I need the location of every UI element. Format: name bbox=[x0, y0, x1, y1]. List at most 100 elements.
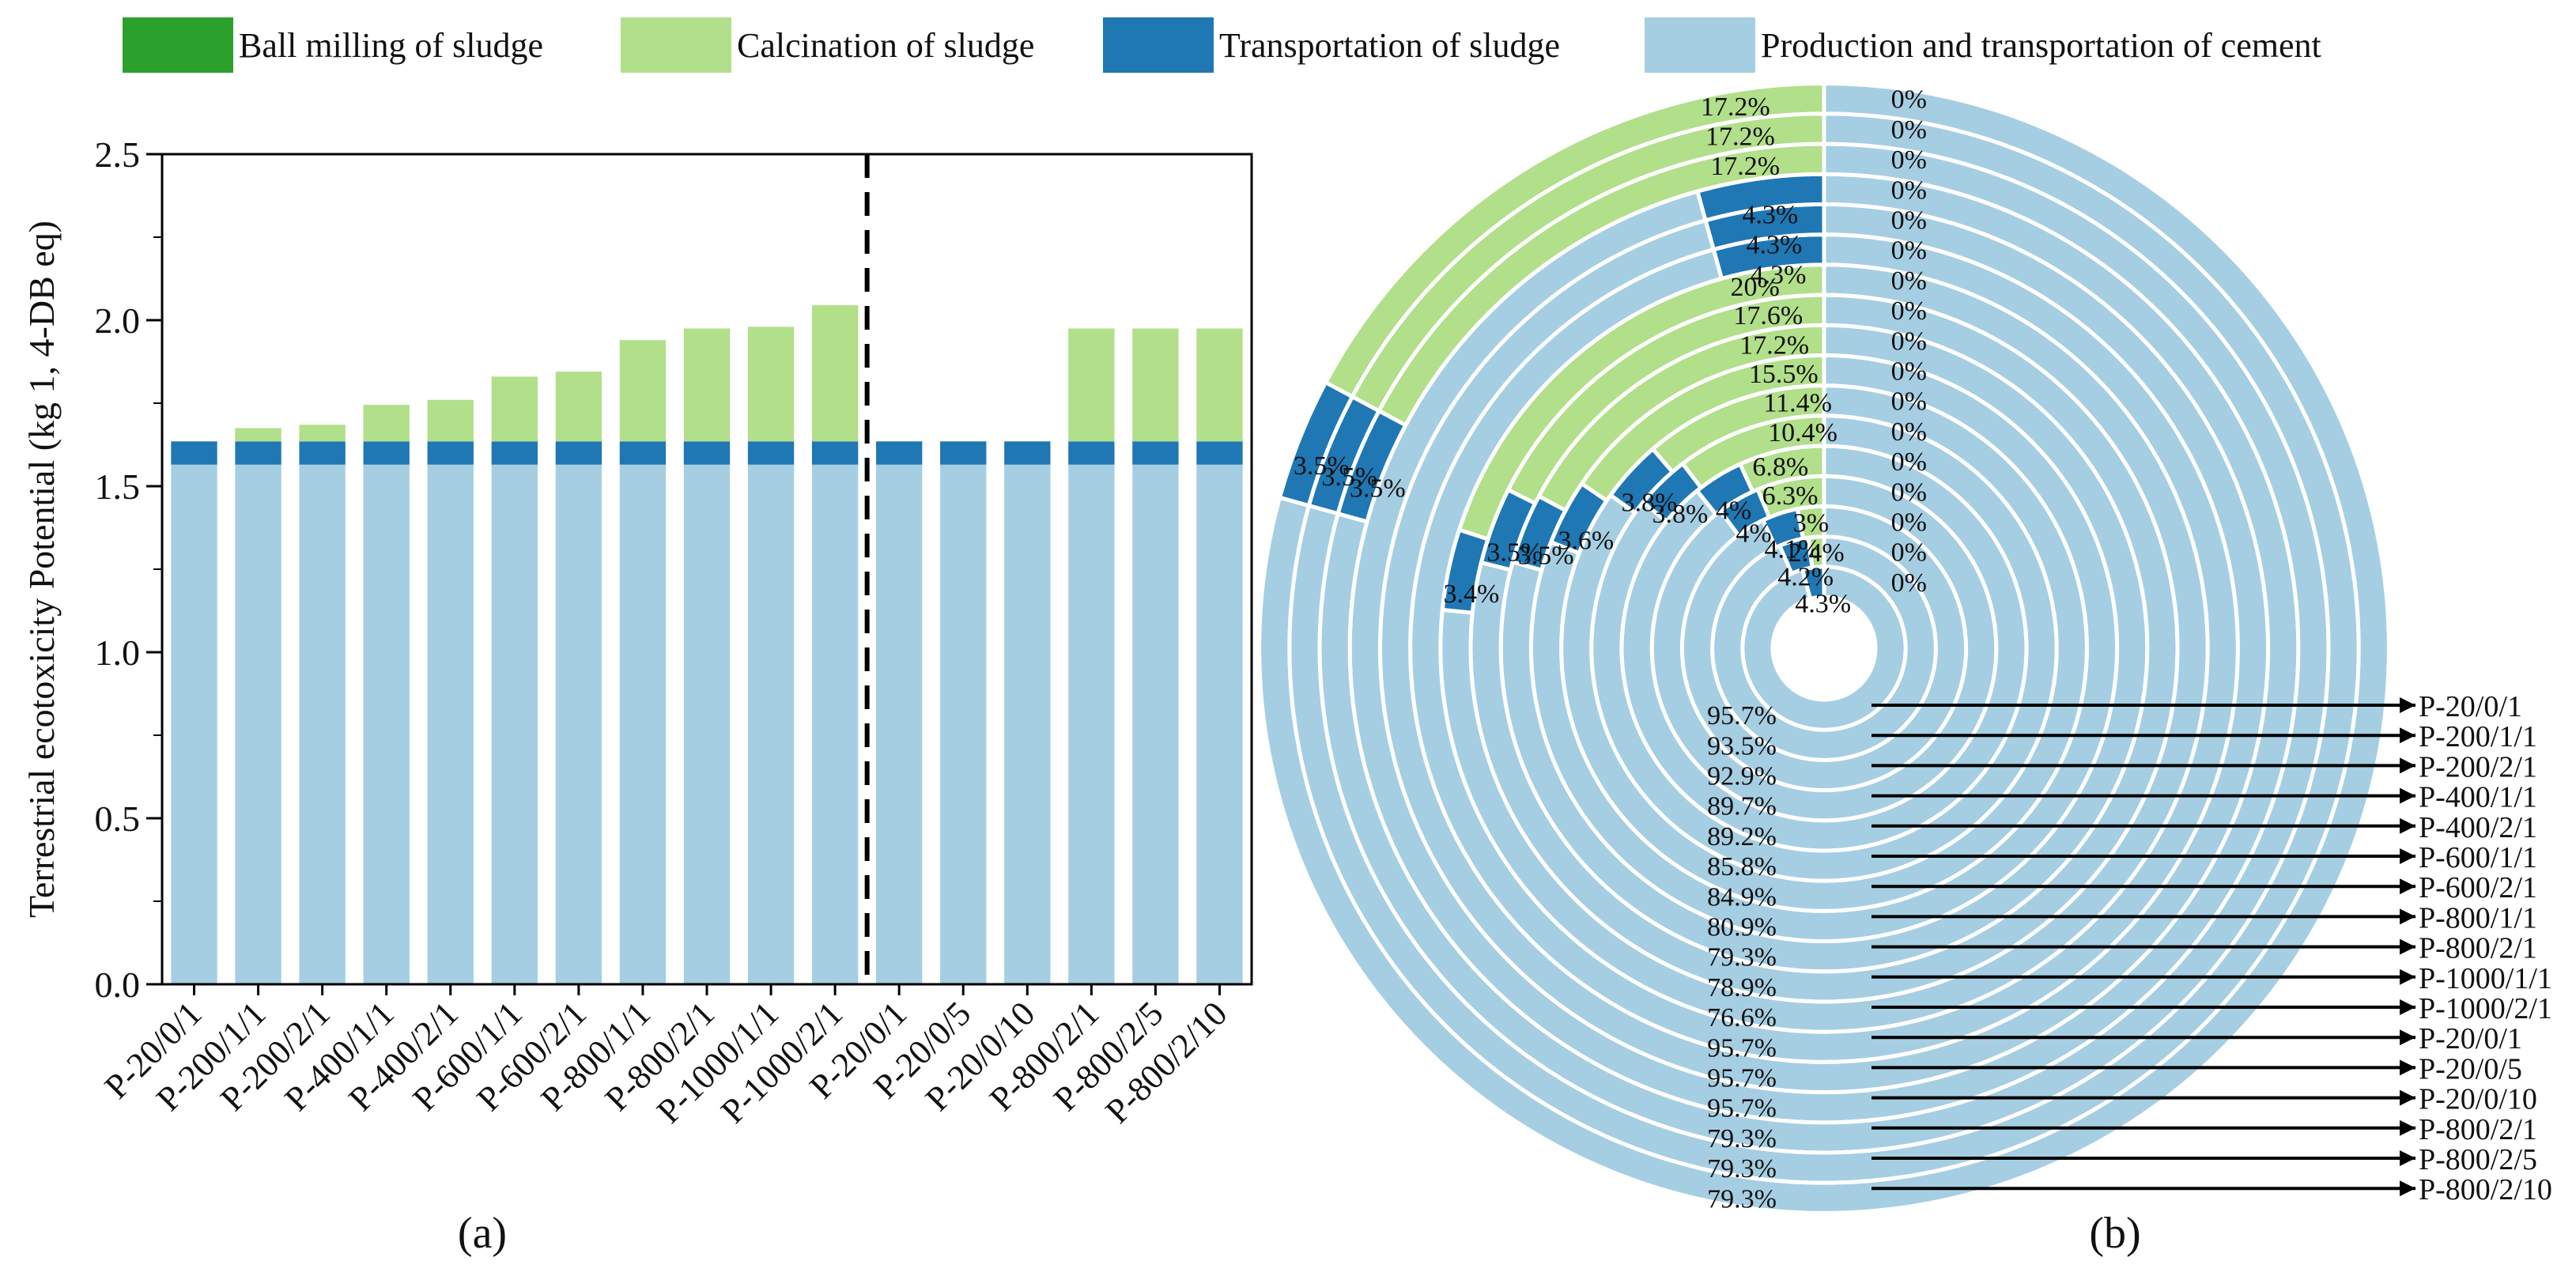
bar-calcination bbox=[555, 372, 602, 442]
ring-segment-calcination bbox=[1323, 81, 1826, 400]
label-ball-milling: 0% bbox=[1891, 266, 1927, 296]
bar-production bbox=[1068, 464, 1115, 984]
ring-legend: P-20/0/1P-200/1/1P-200/2/1P-400/1/1P-400… bbox=[1872, 690, 2552, 1206]
bar-transportation bbox=[235, 441, 281, 465]
label-ball-milling: 0% bbox=[1891, 568, 1927, 598]
label-production: 92.9% bbox=[1707, 762, 1777, 791]
label-ball-milling: 0% bbox=[1891, 115, 1927, 145]
label-calcination: 15.5% bbox=[1749, 360, 1819, 389]
bar-transportation bbox=[363, 441, 410, 465]
panel-label-a: (a) bbox=[458, 1209, 507, 1258]
ring-legend-label: P-1000/2/1 bbox=[2419, 992, 2552, 1025]
bar-calcination bbox=[1196, 328, 1243, 442]
label-production: 79.3% bbox=[1707, 943, 1777, 972]
bar-production bbox=[747, 464, 795, 984]
label-ball-milling: 0% bbox=[1891, 85, 1927, 115]
panel-label-b: (b) bbox=[2089, 1209, 2140, 1258]
bar-production bbox=[491, 464, 538, 984]
label-ball-milling: 0% bbox=[1891, 176, 1927, 205]
bar-transportation bbox=[299, 441, 346, 465]
ring-legend-label: P-800/2/10 bbox=[2419, 1173, 2552, 1206]
label-production: 95.7% bbox=[1707, 701, 1777, 730]
label-ball-milling: 0% bbox=[1891, 145, 1927, 175]
label-ball-milling: 0% bbox=[1891, 206, 1927, 236]
bar-transportation bbox=[875, 441, 923, 465]
bar-transportation bbox=[683, 441, 731, 465]
bar-production bbox=[363, 464, 410, 984]
label-production: 95.7% bbox=[1707, 1094, 1777, 1123]
label-transportation: 4.1% bbox=[1765, 535, 1821, 564]
y-tick-label: 0.5 bbox=[95, 798, 141, 839]
bar-calcination bbox=[235, 428, 281, 442]
percent-labels: 0% 95.7% 4.3% 0% 93.5% 2.4%4.2% 0% 92.9% 3%4.1% 0… bbox=[1294, 85, 1927, 1214]
bar-calcination bbox=[491, 376, 538, 442]
label-production: 79.3% bbox=[1707, 1154, 1777, 1184]
label-transportation: 3.8% bbox=[1652, 500, 1709, 529]
bar-production bbox=[683, 464, 731, 984]
bar-production bbox=[427, 464, 474, 984]
label-ball-milling: 0% bbox=[1891, 357, 1927, 387]
label-calcination: 17.6% bbox=[1733, 301, 1803, 330]
label-transportation: 3.5% bbox=[1350, 474, 1406, 503]
ring-legend-label: P-800/2/1 bbox=[2419, 932, 2537, 965]
label-transportation: 4.3% bbox=[1747, 230, 1803, 259]
bar-transportation bbox=[940, 441, 987, 465]
bar-transportation bbox=[171, 441, 217, 465]
label-production: 95.7% bbox=[1707, 1033, 1777, 1063]
bar-calcination bbox=[811, 305, 859, 442]
bar-production bbox=[555, 464, 602, 984]
bar-production bbox=[1132, 464, 1179, 984]
bar-production bbox=[940, 464, 987, 984]
bar-transportation bbox=[747, 441, 795, 465]
ring-legend-label: P-200/1/1 bbox=[2419, 720, 2537, 753]
bar-chart-a: 0.0 0.5 1.0 1.5 2.0 2.5 P-20/0/1P-200/1/1P-20… bbox=[21, 134, 1253, 1258]
label-calcination: 17.2% bbox=[1701, 92, 1770, 122]
y-axis-ticks: 0.0 0.5 1.0 1.5 2.0 2.5 bbox=[95, 134, 162, 1005]
bar-production bbox=[1196, 464, 1243, 984]
label-ball-milling: 0% bbox=[1891, 447, 1927, 477]
label-calcination: 3% bbox=[1793, 508, 1829, 538]
y-tick-label: 0.0 bbox=[95, 965, 141, 1005]
y-axis-label: Terrestrial ecotoxicity Potential (kg 1,… bbox=[21, 221, 62, 918]
ring-legend-label: P-20/0/1 bbox=[2419, 690, 2522, 723]
label-calcination: 11.4% bbox=[1763, 388, 1832, 417]
legend-swatch-ball-milling bbox=[123, 17, 233, 73]
label-transportation: 3.6% bbox=[1558, 526, 1614, 555]
bar-production bbox=[619, 464, 667, 984]
bar-production bbox=[875, 464, 923, 984]
label-calcination: 20% bbox=[1730, 273, 1779, 302]
label-calcination: 6.8% bbox=[1752, 453, 1808, 482]
label-transportation: 4.3% bbox=[1795, 590, 1851, 619]
bar-transportation bbox=[1132, 441, 1179, 465]
bar-calcination bbox=[299, 425, 346, 442]
label-calcination: 10.4% bbox=[1768, 418, 1838, 447]
legend-swatch-calcination bbox=[621, 17, 731, 73]
bar-transportation bbox=[619, 441, 667, 465]
label-production: 85.8% bbox=[1707, 852, 1777, 881]
bar-calcination bbox=[683, 328, 731, 442]
label-ball-milling: 0% bbox=[1891, 478, 1927, 507]
bar-production bbox=[811, 464, 859, 984]
label-ball-milling: 0% bbox=[1891, 538, 1927, 568]
label-transportation: 3.5% bbox=[1518, 541, 1574, 570]
label-production: 84.9% bbox=[1707, 882, 1777, 912]
rings bbox=[1257, 81, 2391, 1215]
bar-transportation bbox=[1196, 441, 1243, 465]
ring-legend-label: P-800/1/1 bbox=[2419, 901, 2537, 934]
label-transportation: 3.4% bbox=[1443, 579, 1499, 609]
label-calcination: 2.4% bbox=[1788, 538, 1845, 568]
bar-transportation bbox=[491, 441, 538, 465]
label-transportation: 4% bbox=[1736, 519, 1771, 549]
legend-swatch-production bbox=[1645, 17, 1755, 73]
y-tick-label: 2.0 bbox=[95, 300, 141, 341]
ring-legend-label: P-20/0/5 bbox=[2419, 1052, 2522, 1085]
ring-legend-label: P-600/1/1 bbox=[2419, 841, 2537, 874]
label-production: 93.5% bbox=[1707, 731, 1777, 761]
label-ball-milling: 0% bbox=[1891, 387, 1927, 417]
legend: Ball milling of sludge Calcination of sl… bbox=[123, 17, 2321, 73]
label-ball-milling: 0% bbox=[1891, 417, 1927, 447]
bar-production bbox=[299, 464, 346, 984]
radial-chart-b: 0% 95.7% 4.3% 0% 93.5% 2.4%4.2% 0% 92.9% 3%4.1% 0… bbox=[1257, 81, 2552, 1258]
ring-legend-label: P-20/0/1 bbox=[2419, 1022, 2522, 1055]
